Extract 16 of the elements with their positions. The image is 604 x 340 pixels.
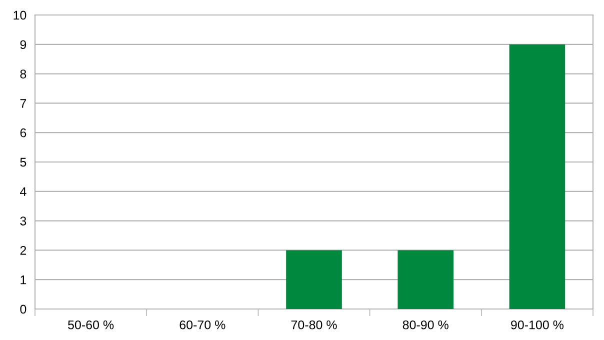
y-tick-label: 8 <box>20 70 26 78</box>
x-tick-label: 50-60 % <box>68 320 114 330</box>
x-tick-label: 80-90 % <box>402 320 448 330</box>
y-tick-label: 1 <box>20 276 26 284</box>
y-tick-label: 9 <box>20 40 26 50</box>
x-tick-label: 90-100 % <box>511 320 564 330</box>
y-tick-label: 2 <box>20 246 26 255</box>
y-tick-label: 10 <box>14 10 26 20</box>
y-tick-label: 6 <box>20 128 26 138</box>
y-tick-label: 0 <box>20 304 26 314</box>
x-tick-label: 70-80 % <box>291 320 337 330</box>
y-tick-label: 7 <box>20 99 26 108</box>
y-tick-label: 5 <box>20 158 26 167</box>
y-tick-label: 4 <box>20 187 26 196</box>
y-tick-label: 3 <box>20 216 26 226</box>
x-tick-label: 60-70 % <box>180 320 226 330</box>
